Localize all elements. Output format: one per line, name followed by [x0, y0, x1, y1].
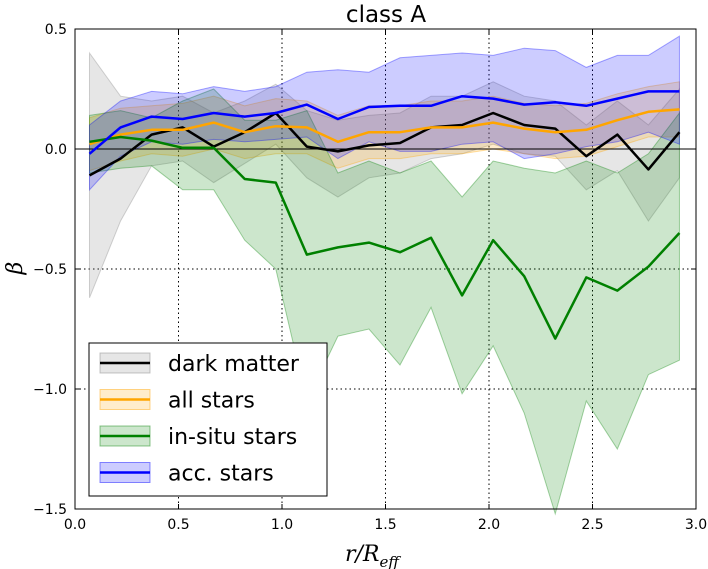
legend-label-dark-matter: dark matter [168, 352, 300, 377]
x-axis-label-main: r/R [345, 542, 380, 567]
dark-matter-line [88, 111, 681, 177]
series-lines [88, 90, 681, 340]
y-tick-label: −0.5 [33, 262, 67, 278]
x-axis-label-sub: eff [379, 553, 401, 569]
legend: dark matter all stars in-situ stars acc. st… [88, 342, 328, 497]
legend-label-all-stars: all stars [168, 389, 255, 414]
x-tick-label: 0.0 [64, 517, 86, 533]
dark-matter-band [88, 51, 680, 298]
ticks: 0.0 0.5 1.0 1.5 2.0 2.5 3.0 0.5 0.0 −0.5 −1.0 −1.5 [33, 22, 707, 533]
acc-stars-line [88, 90, 680, 155]
in-situ-stars-line [89, 135, 681, 340]
x-tick-label: 3.0 [685, 517, 707, 533]
y-tick-label: −1.0 [33, 382, 67, 398]
legend-label-in-situ-stars: in-situ stars [168, 425, 297, 450]
in-situ-stars-band [88, 88, 680, 516]
x-tick-label: 2.5 [581, 517, 603, 533]
y-tick-label: 0.5 [45, 22, 67, 38]
y-tick-label: 0.0 [45, 142, 67, 158]
chart-title: class A [346, 2, 426, 28]
x-tick-label: 2.0 [478, 517, 500, 533]
y-tick-label: −1.5 [33, 502, 67, 518]
all-stars-band [88, 81, 680, 172]
acc-stars-band [88, 35, 680, 192]
confidence-bands [88, 35, 680, 516]
x-tick-label: 1.5 [374, 517, 396, 533]
x-tick-label: 0.5 [167, 517, 189, 533]
x-tick-label: 1.0 [271, 517, 293, 533]
legend-label-acc-stars: acc. stars [168, 462, 274, 487]
x-axis-label: r/Reff [345, 542, 401, 569]
legend-box [88, 342, 328, 497]
all-stars-line [89, 108, 680, 146]
y-axis-label: β [3, 262, 28, 276]
legend-entries: dark matter all stars in-situ stars acc. st… [99, 352, 300, 487]
